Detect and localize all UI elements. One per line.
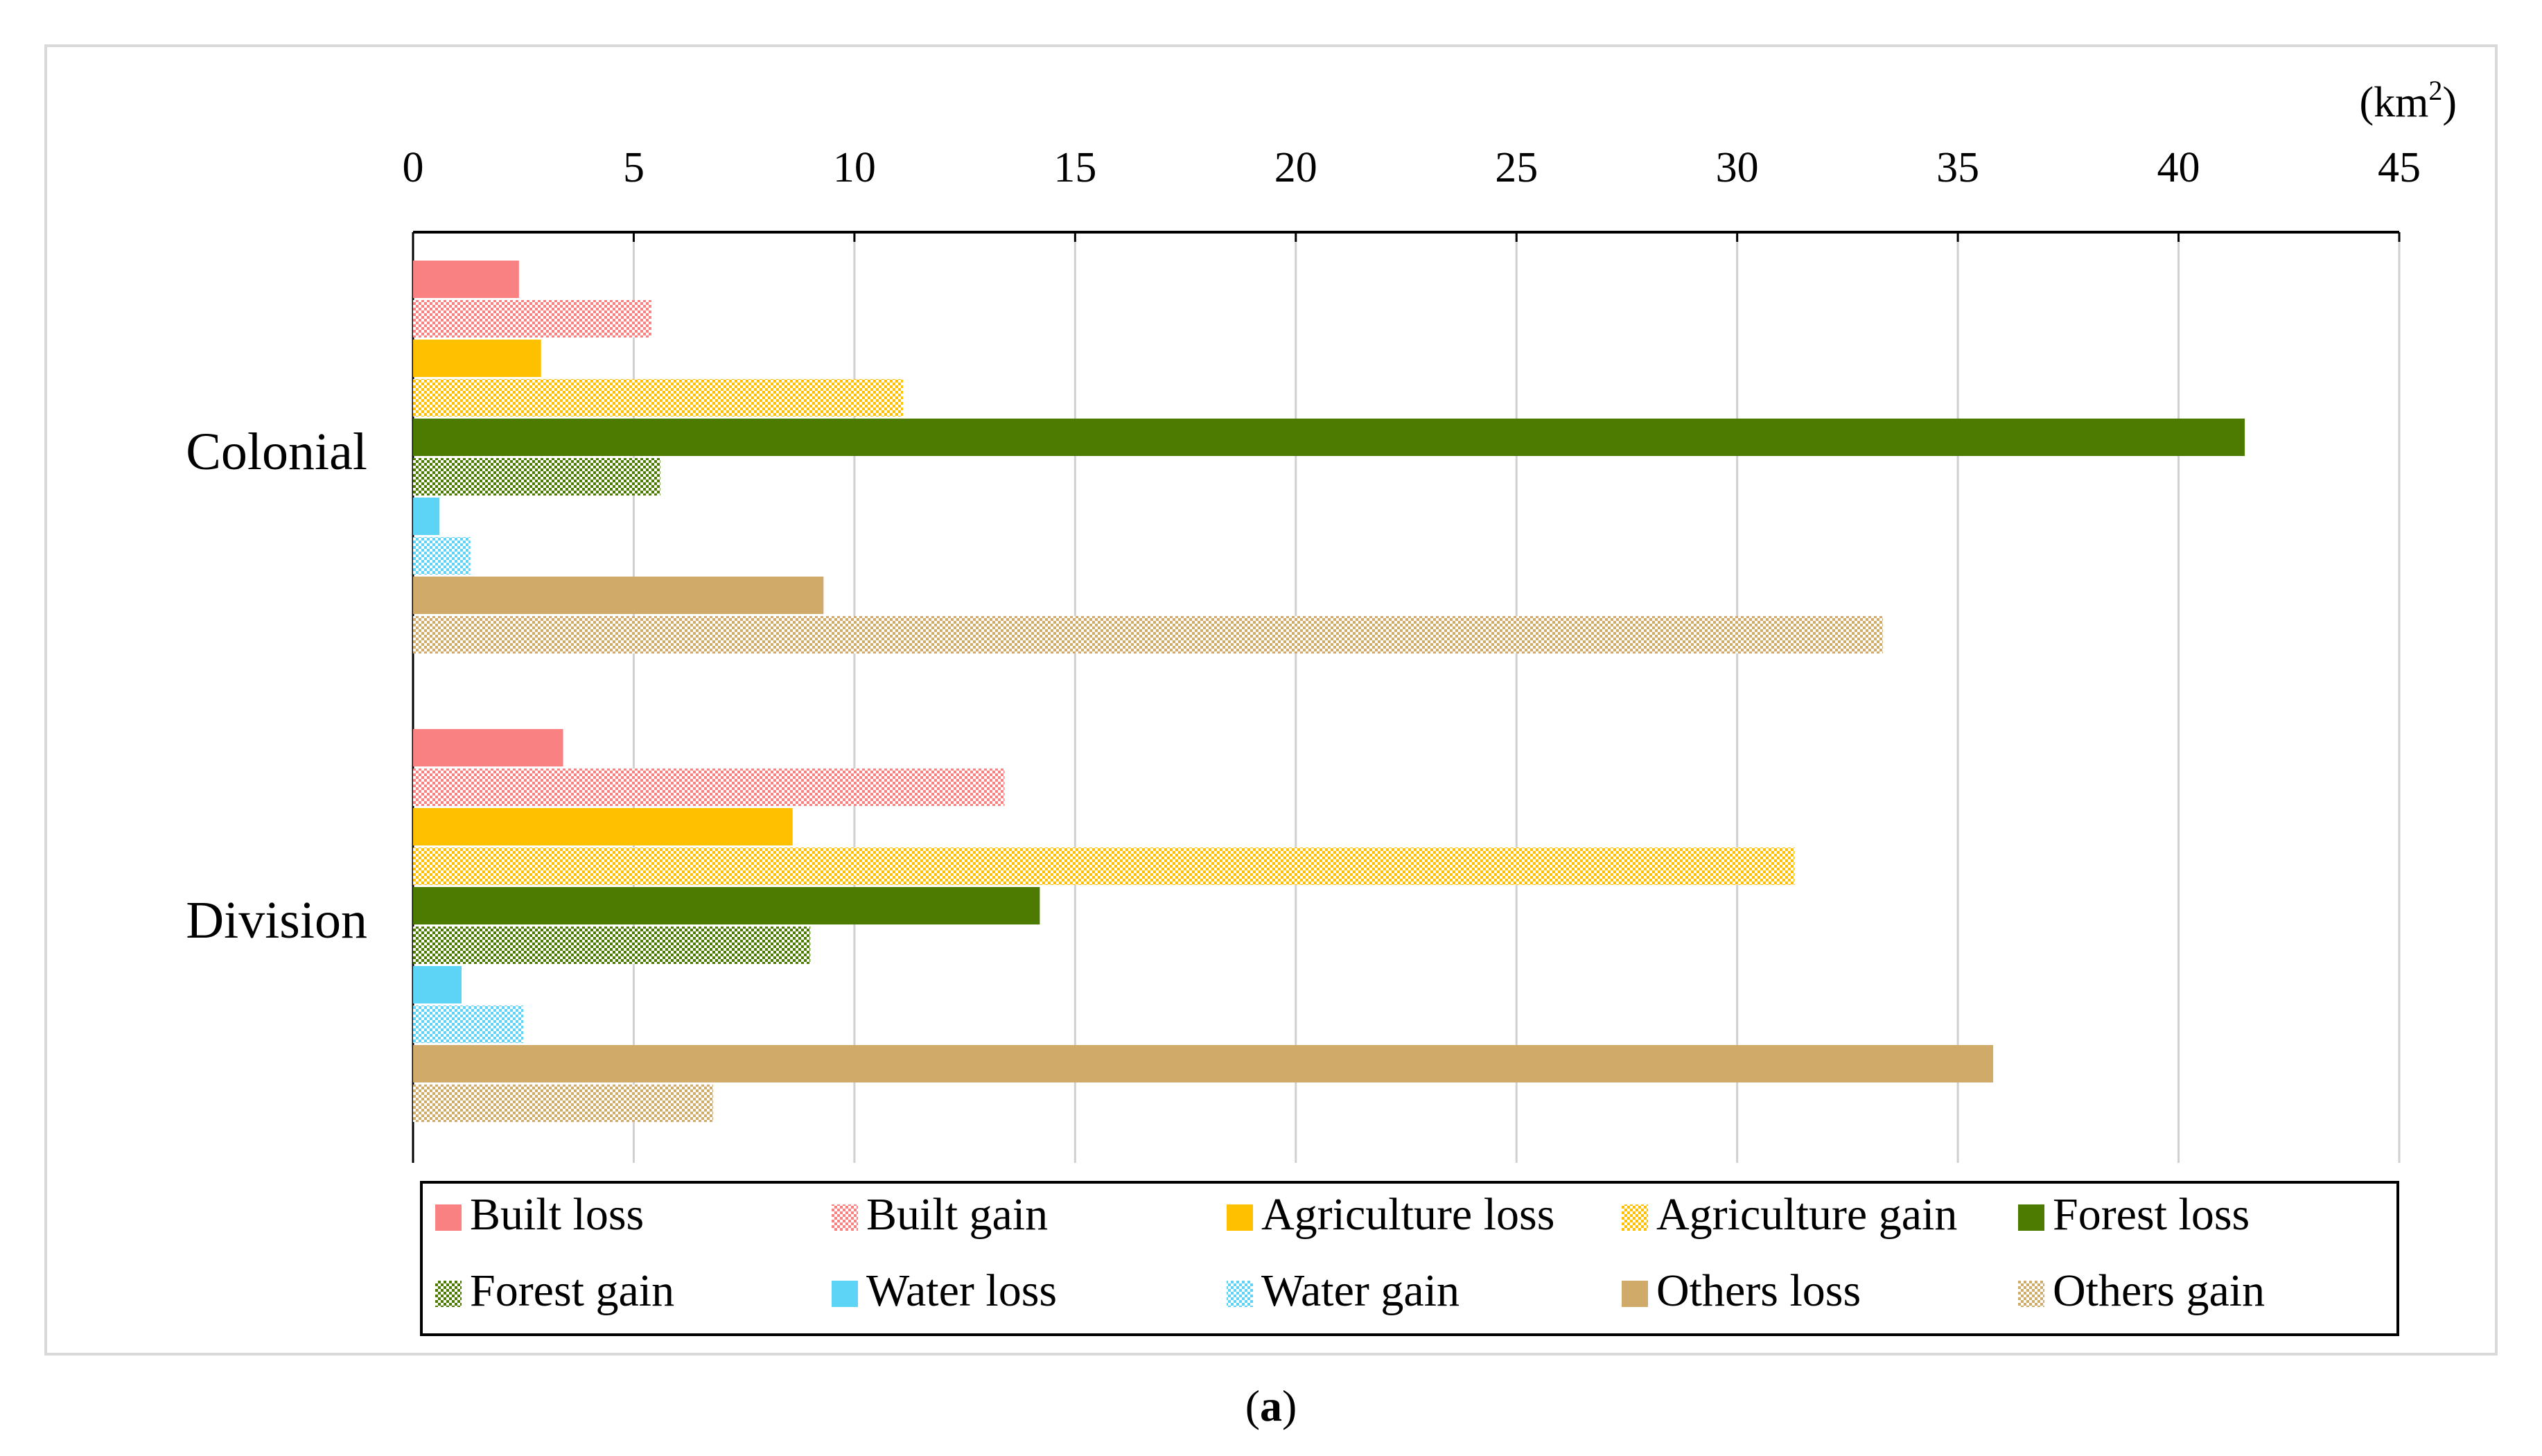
legend-label: Built loss	[470, 1189, 644, 1240]
bar-division-water-gain: Division – Water gain: 2.5	[413, 1006, 524, 1043]
legend-label: Agriculture gain	[1656, 1189, 1957, 1240]
bar-colonial-agriculture-gain: Colonial – Agriculture gain: 11.1	[413, 379, 903, 416]
bars: Colonial – Built loss: 2.4Colonial – Bui…	[413, 261, 2245, 1122]
bar-division-agriculture-gain: Division – Agriculture gain: 31.3	[413, 848, 1795, 885]
x-tick-label: 30	[1716, 144, 1759, 191]
bar-division-agriculture-loss: Division – Agriculture loss: 8.6	[413, 808, 793, 845]
legend-item-agriculture-gain: Agriculture gain	[1622, 1189, 1957, 1240]
bar-division-others-loss: Division – Others loss: 35.8	[413, 1045, 1994, 1082]
legend-swatch	[1227, 1281, 1253, 1307]
bar-division-water-loss: Division – Water loss: 1.1	[413, 966, 462, 1003]
bar-colonial-forest-gain: Colonial – Forest gain: 5.6	[413, 458, 660, 495]
bar-colonial-agriculture-loss: Colonial – Agriculture loss: 2.9	[413, 340, 541, 377]
x-tick-label: 45	[2378, 144, 2421, 191]
legend-label: Water loss	[866, 1265, 1057, 1316]
bar-division-others-gain: Division – Others gain: 6.8	[413, 1085, 714, 1122]
legend-item-water-gain: Water gain	[1227, 1265, 1460, 1316]
legend-swatch	[1622, 1204, 1648, 1231]
x-tick-label: 25	[1495, 144, 1538, 191]
unit-label: (km2)	[2359, 75, 2457, 126]
legend-label: Built gain	[866, 1189, 1048, 1240]
x-tick-label: 5	[623, 144, 645, 191]
category-label-colonial: Colonial	[186, 423, 367, 481]
legend-label: Others gain	[2053, 1265, 2265, 1316]
bar-colonial-water-gain: Colonial – Water gain: 1.3	[413, 537, 471, 574]
x-tick-label: 20	[1274, 144, 1317, 191]
legend-label: Forest gain	[470, 1265, 674, 1316]
legend-label: Water gain	[1261, 1265, 1460, 1316]
legend-label: Forest loss	[2053, 1189, 2250, 1240]
legend-swatch	[435, 1204, 462, 1231]
bar-colonial-others-gain: Colonial – Others gain: 33.3	[413, 616, 1883, 654]
legend-swatch	[2018, 1281, 2044, 1307]
legend-item-forest-loss: Forest loss	[2018, 1189, 2250, 1240]
bar-colonial-water-loss: Colonial – Water loss: 0.6	[413, 498, 440, 535]
bar-colonial-forest-loss: Colonial – Forest loss: 41.5	[413, 419, 2245, 456]
legend-item-built-loss: Built loss	[435, 1189, 644, 1240]
bar-division-forest-gain: Division – Forest gain: 9	[413, 927, 811, 964]
legend-item-others-loss: Others loss	[1622, 1265, 1861, 1316]
category-labels: Colonial Division	[186, 423, 367, 949]
x-tick-label: 40	[2157, 144, 2200, 191]
category-label-division: Division	[186, 891, 367, 949]
legend-item-agriculture-loss: Agriculture loss	[1227, 1189, 1554, 1240]
x-tick-labels: 0 5 10 15 20 25 30 35 40 45	[403, 144, 2421, 191]
bar-division-built-loss: Division – Built loss: 3.4	[413, 729, 563, 766]
legend-swatch	[832, 1281, 858, 1307]
legend-swatch	[1622, 1281, 1648, 1307]
x-tick-label: 35	[1936, 144, 1979, 191]
bar-colonial-built-gain: Colonial – Built gain: 5.4	[413, 300, 651, 337]
legend-item-built-gain: Built gain	[832, 1189, 1048, 1240]
legend: Built loss Built gain Agriculture loss Agri…	[420, 1181, 2399, 1336]
bar-division-forest-loss: Division – Forest loss: 14.2	[413, 887, 1040, 924]
legend-label: Agriculture loss	[1261, 1189, 1554, 1240]
legend-item-forest-gain: Forest gain	[435, 1265, 674, 1316]
x-tick-label: 10	[833, 144, 876, 191]
legend-swatch	[435, 1281, 462, 1307]
legend-swatch	[832, 1204, 858, 1231]
legend-swatch	[2018, 1204, 2044, 1231]
bar-colonial-others-loss: Colonial – Others loss: 9.3	[413, 577, 824, 614]
legend-item-water-loss: Water loss	[832, 1265, 1057, 1316]
legend-item-others-gain: Others gain	[2018, 1265, 2265, 1316]
bar-colonial-built-loss: Colonial – Built loss: 2.4	[413, 261, 519, 298]
figure-caption: (a)	[1245, 1381, 1297, 1430]
legend-label: Others loss	[1656, 1265, 1861, 1316]
legend-swatch	[1227, 1204, 1253, 1231]
legend-frame	[420, 1181, 2399, 1336]
bar-division-built-gain: Division – Built gain: 13.4	[413, 769, 1005, 806]
x-tick-label: 15	[1053, 144, 1096, 191]
x-tick-label: 0	[403, 144, 424, 191]
